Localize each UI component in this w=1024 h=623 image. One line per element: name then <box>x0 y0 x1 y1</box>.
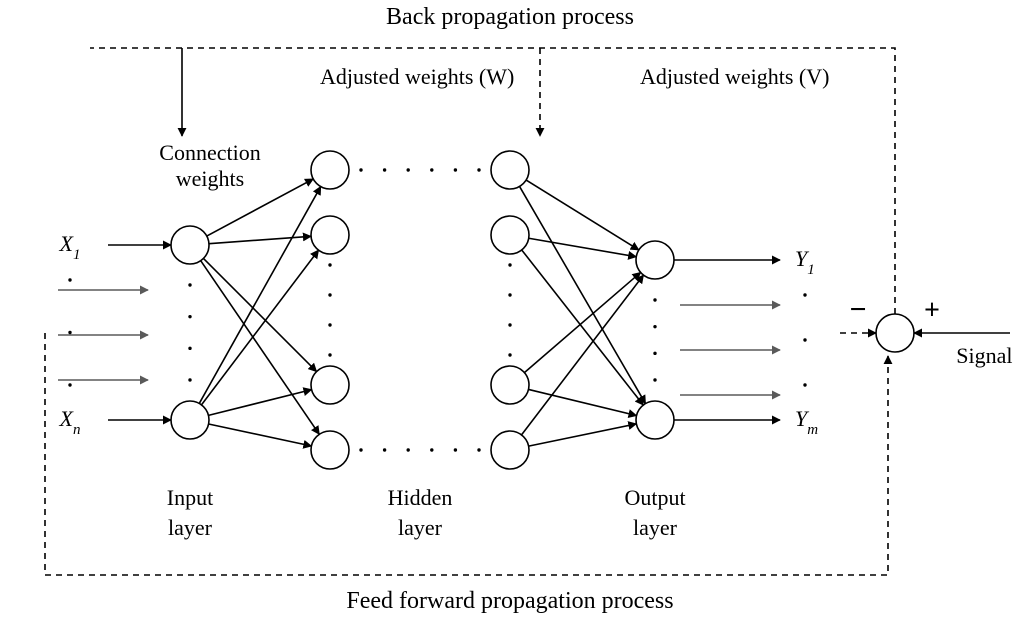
connection-edge <box>524 272 640 372</box>
connection-edge <box>208 390 311 416</box>
label-signal: Signal <box>956 343 1012 368</box>
horizontal-dots <box>359 448 480 451</box>
label-minus: − <box>849 293 866 326</box>
label-connection-weights-2: weights <box>176 166 244 191</box>
connection-edge <box>209 424 312 446</box>
hidden-node-right <box>491 216 529 254</box>
label-hidden-layer-1: Hidden <box>388 485 453 510</box>
connection-edge <box>528 389 636 415</box>
connection-edge <box>199 187 320 404</box>
hidden-node-left <box>311 366 349 404</box>
label-output-layer-1: Output <box>624 485 685 510</box>
label-feed-forward: Feed forward propagation process <box>346 588 673 614</box>
connection-edge <box>526 180 639 250</box>
vertical-dots <box>68 278 71 386</box>
label-y1: Y1 <box>795 246 815 278</box>
vertical-dots <box>188 283 191 381</box>
input-node <box>171 401 209 439</box>
label-adjusted-v: Adjusted weights (V) <box>640 64 829 89</box>
label-input-layer-2: layer <box>168 515 213 540</box>
label-hidden-layer-2: layer <box>398 515 443 540</box>
connection-edge <box>201 261 320 435</box>
label-back-propagation: Back propagation process <box>386 4 634 30</box>
compare-node <box>876 314 914 352</box>
connection-edge <box>520 186 646 403</box>
output-node <box>636 401 674 439</box>
label-ym: Ym <box>795 406 818 438</box>
label-plus: + <box>924 295 940 326</box>
connection-edge <box>209 236 311 243</box>
vertical-dots <box>328 263 331 356</box>
label-x1: X1 <box>59 231 81 263</box>
label-xn: Xn <box>59 406 81 438</box>
horizontal-dots <box>359 168 480 171</box>
hidden-node-left <box>311 216 349 254</box>
hidden-node-right <box>491 431 529 469</box>
input-node <box>171 226 209 264</box>
label-connection-weights-1: Connection <box>159 140 260 165</box>
connection-edge <box>529 238 637 257</box>
vertical-dots <box>803 293 806 386</box>
hidden-node-right <box>491 151 529 189</box>
hidden-node-right <box>491 366 529 404</box>
label-adjusted-w: Adjusted weights (W) <box>320 64 514 89</box>
label-input-layer-1: Input <box>167 485 213 510</box>
vertical-dots <box>653 298 656 381</box>
hidden-node-left <box>311 151 349 189</box>
connection-edge <box>522 275 644 435</box>
label-output-layer-2: layer <box>633 515 678 540</box>
vertical-dots <box>508 263 511 356</box>
connection-edge <box>522 250 644 405</box>
connection-edge <box>529 424 637 446</box>
hidden-node-left <box>311 431 349 469</box>
output-node <box>636 241 674 279</box>
